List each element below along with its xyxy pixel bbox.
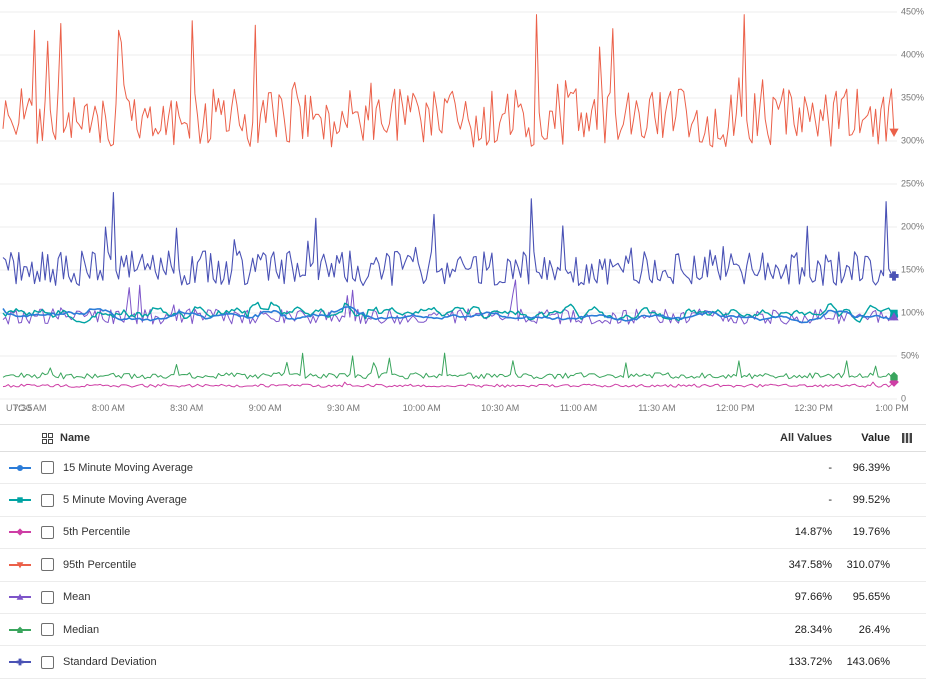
legend-row[interactable]: 5th Percentile 14.87% 19.76% (0, 517, 926, 550)
series-value: 19.76% (852, 526, 890, 539)
y-axis-tick-label: 300% (901, 135, 925, 146)
home-series-icon (9, 626, 31, 633)
series-name: Median (63, 623, 100, 636)
legend-row[interactable]: Mean 97.66% 95.65% (0, 582, 926, 614)
legend-header-row: Name All Values Value (0, 424, 926, 452)
series-visibility-checkbox[interactable] (41, 558, 54, 572)
series-line (2, 192, 895, 287)
legend-table: Name All Values Value 15 Minute Moving A… (0, 424, 926, 679)
plus-series-icon (9, 658, 31, 666)
column-header-value: Value (861, 432, 890, 444)
series-line (2, 381, 895, 388)
series-all-values: 28.34% (794, 623, 832, 636)
timeseries-chart[interactable]: 450% 400% 350% 300% 250% 200% 150% 100% 50% 0 UTC… (0, 0, 926, 424)
x-axis-tick-label: 11:30 AM (638, 403, 676, 413)
series-name: Mean (63, 591, 91, 604)
diamond-marker-icon (16, 528, 24, 537)
legend-row[interactable]: 15 Minute Moving Average - 96.39% (0, 452, 926, 485)
x-axis-tick-label: 10:00 AM (402, 403, 441, 413)
series-value: 99.52% (852, 494, 890, 507)
series-line (2, 301, 895, 324)
x-axis-tick-label: 7:30 AM (13, 403, 47, 413)
series-visibility-checkbox[interactable] (41, 525, 54, 539)
x-axis-tick-label: 12:00 PM (716, 403, 755, 413)
column-settings-icon[interactable] (890, 433, 926, 443)
triangle-up-series-icon (9, 593, 31, 600)
y-axis-tick-label: 200% (901, 221, 925, 232)
x-axis-tick-label: 12:30 PM (794, 403, 833, 413)
series-name: 5 Minute Moving Average (63, 494, 187, 507)
series-line (2, 305, 895, 324)
home-marker-icon (890, 371, 898, 381)
x-axis-tick-label: 8:30 AM (170, 403, 204, 413)
y-axis-tick-label: 450% (901, 6, 925, 17)
series-all-values: 14.87% (794, 526, 832, 539)
x-axis-tick-label: 1:00 PM (875, 403, 909, 413)
triangle-down-marker-icon (16, 562, 24, 569)
x-axis-tick-label: 8:00 AM (91, 403, 125, 413)
grouping-grid-icon[interactable] (42, 432, 53, 444)
plus-marker-icon (889, 271, 899, 281)
y-axis-tick-label: 0 (901, 393, 907, 404)
column-header-name: Name (60, 432, 90, 444)
y-axis-tick-label: 350% (901, 92, 925, 103)
x-axis-tick-label: 11:00 AM (559, 403, 598, 413)
series-line (2, 279, 895, 325)
series-value: 95.65% (852, 591, 890, 604)
y-axis-tick-label: 150% (901, 264, 925, 275)
legend-row[interactable]: Median 28.34% 26.4% (0, 614, 926, 647)
square-marker-icon (17, 497, 23, 503)
series-value: 143.06% (846, 656, 890, 669)
plus-marker-icon (16, 658, 24, 666)
circle-marker-icon (16, 464, 24, 471)
series-name: 95th Percentile (63, 558, 137, 571)
home-marker-icon (17, 626, 23, 633)
x-axis-tick-label: 9:00 AM (248, 403, 282, 413)
chart-canvas (0, 11, 899, 400)
square-series-icon (9, 497, 31, 503)
series-name: 5th Percentile (63, 526, 131, 539)
series-visibility-checkbox[interactable] (41, 655, 54, 669)
y-axis-tick-label: 400% (901, 49, 925, 60)
column-header-all-values: All Values (780, 432, 832, 444)
triangle-down-marker-icon (889, 128, 899, 137)
legend-rows: 15 Minute Moving Average - 96.39% 5 Minute … (0, 452, 926, 679)
series-name: 15 Minute Moving Average (63, 461, 194, 474)
series-all-values: 133.72% (788, 656, 832, 669)
x-axis-tick-label: 10:30 AM (481, 403, 520, 413)
diamond-series-icon (9, 528, 31, 537)
series-visibility-checkbox[interactable] (41, 493, 54, 507)
series-visibility-checkbox[interactable] (41, 461, 54, 475)
circle-series-icon (9, 464, 31, 471)
series-all-values: - (828, 461, 832, 474)
series-name: Standard Deviation (63, 656, 157, 669)
series-all-values: 347.58% (788, 558, 832, 571)
triangle-down-series-icon (9, 562, 31, 569)
y-axis-tick-label: 100% (901, 307, 925, 318)
legend-row[interactable]: Standard Deviation 133.72% 143.06% (0, 646, 926, 679)
series-line (2, 14, 895, 148)
y-axis-tick-label: 50% (901, 350, 920, 361)
triangle-up-marker-icon (16, 593, 24, 600)
series-visibility-checkbox[interactable] (41, 623, 54, 637)
triangle-up-marker-icon (889, 312, 899, 321)
series-value: 26.4% (858, 623, 890, 636)
y-axis-tick-label: 250% (901, 178, 925, 189)
series-all-values: - (828, 494, 832, 507)
series-line (2, 352, 895, 380)
x-axis-timezone-label: UTC-5 (6, 403, 33, 413)
series-all-values: 97.66% (794, 591, 832, 604)
x-axis-tick-label: 9:30 AM (326, 403, 361, 413)
series-value: 96.39% (852, 461, 890, 474)
legend-row[interactable]: 5 Minute Moving Average - 99.52% (0, 484, 926, 517)
legend-row[interactable]: 95th Percentile 347.58% 310.07% (0, 549, 926, 582)
series-visibility-checkbox[interactable] (41, 590, 54, 604)
series-value: 310.07% (846, 558, 890, 571)
